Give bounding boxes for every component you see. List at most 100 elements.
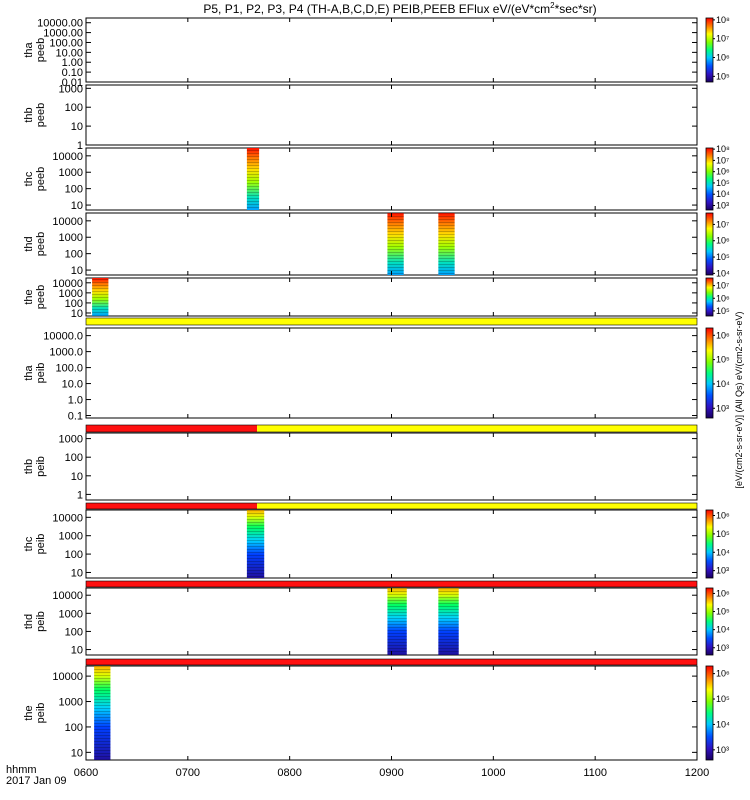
x-tick-label: 0900: [379, 767, 403, 779]
y-tick-label: 1000: [59, 232, 83, 244]
colorbar-tick-label: 10⁴: [716, 547, 730, 557]
spectrogram-block-texture: [246, 148, 260, 210]
colorbar-tick-label: 10⁴: [716, 625, 730, 635]
colorbar-tick-label: 10³: [716, 403, 729, 413]
y-tick-label: 100: [65, 249, 83, 261]
colorbar: [705, 147, 714, 211]
y-tick-label: 10000.0: [43, 331, 83, 343]
panel-frame: [85, 509, 698, 579]
colorbar-tick-label: 10⁷: [716, 219, 729, 229]
x-tick-label: 1200: [685, 767, 709, 779]
y-tick-label: 100: [65, 626, 83, 638]
y-tick-label: 10: [71, 265, 83, 277]
colorbar-tick-label: 10⁸: [716, 15, 730, 25]
quality-flag-bar: [86, 503, 258, 509]
x-tick-label: 0600: [74, 767, 98, 779]
colorbar-tick-label: 10⁵: [716, 694, 730, 704]
colorbar-tick-label: 10⁵: [716, 355, 730, 365]
y-tick-label: 10: [71, 645, 83, 657]
y-tick-label: 1000: [59, 531, 83, 543]
spectrogram-block-texture: [246, 510, 265, 578]
spectrogram-block-texture: [387, 588, 407, 655]
colorbar-tick-label: 10⁷: [716, 155, 729, 165]
colorbar-tick-label: 10³: [716, 566, 729, 576]
panel-the-peib: 10 100 1000 10000 the peib 10³ 10⁴ 10⁵ 10⁶: [23, 658, 730, 761]
y-tick-label: 1000: [59, 697, 83, 709]
y-tick-label: 100: [65, 452, 83, 464]
y-tick-label: 1: [77, 140, 83, 152]
colorbar-tick-label: 10³: [716, 643, 729, 653]
y-tick-label: 100: [65, 298, 83, 310]
quality-flag-frame: [85, 658, 698, 666]
y-tick-label: 10: [71, 121, 83, 133]
x-tick-label: 1000: [481, 767, 505, 779]
colorbar-tick-label: 10⁴: [716, 719, 730, 729]
y-tick-label: 1: [77, 489, 83, 501]
y-tick-label: 100.0: [55, 363, 83, 375]
y-tick-label: 10: [71, 747, 83, 759]
panel-frame: [85, 327, 698, 419]
quality-flag-bar: [86, 659, 697, 665]
y-tick-label: 10000: [52, 590, 83, 602]
colorbar: [705, 665, 714, 761]
y-tick-label: 100.00: [49, 37, 83, 49]
y-tick-label: 0.01: [62, 77, 83, 89]
x-tick-label: 0800: [277, 767, 301, 779]
colorbar: [705, 327, 714, 419]
panel-thb-peib: 1 10 100 1000 thb peib: [23, 424, 698, 501]
quality-flag-frame: [85, 502, 698, 510]
colorbar-tick-label: 10⁶: [716, 293, 730, 303]
panel-instrument-label: peib: [35, 456, 47, 477]
y-tick-label: 0.10: [62, 67, 83, 79]
colorbar: [705, 587, 714, 656]
panel-probe-label: thd: [23, 614, 35, 629]
panel-frame: [85, 432, 698, 501]
colorbar-tick-label: 10⁴: [716, 379, 730, 389]
y-tick-label: 10.0: [62, 379, 83, 391]
panel-instrument-label: peeb: [35, 285, 47, 309]
panel-probe-label: the: [23, 289, 35, 304]
panel-frame: [85, 277, 698, 317]
quality-flag-bar: [257, 503, 697, 509]
panel-instrument-label: peeb: [35, 232, 47, 256]
y-tick-label: 10: [71, 471, 83, 483]
colorbar-tick-label: 10⁵: [716, 252, 730, 262]
colorbar-tick-label: 10⁴: [716, 189, 730, 199]
spectrogram-block-texture: [92, 278, 109, 316]
colorbar-tick-label: 10⁶: [716, 236, 730, 246]
colorbar-tick-label: 10⁵: [716, 178, 730, 188]
panel-probe-label: tha: [23, 41, 35, 57]
colorbar-tick-label: 10⁶: [716, 53, 730, 63]
colorbar-tick-label: 10⁵: [716, 306, 730, 316]
date-label: 2017 Jan 09: [6, 775, 67, 787]
x-axis-label: hhmm: [6, 764, 37, 776]
y-tick-label: 100: [65, 549, 83, 561]
colorbar-tick-label: 10³: [716, 745, 729, 755]
panel-frame: [85, 84, 698, 146]
quality-flag-bar: [257, 425, 697, 432]
panel-instrument-label: peib: [35, 703, 47, 724]
y-tick-label: 1000: [59, 434, 83, 446]
panel-thb-peeb: 1 10 100 1000 thb peeb: [23, 83, 698, 152]
panel-tha-peib: 0.1 1.0 10.0 100.0 1000.0 10000.0 tha peib 10³ 10…: [23, 317, 730, 423]
quality-flag-bar: [86, 425, 258, 432]
y-tick-label: 10000: [52, 671, 83, 683]
y-tick-label: 10000: [52, 278, 83, 290]
colorbar-tick-label: 10⁶: [716, 588, 730, 598]
panel-instrument-label: peeb: [35, 38, 47, 62]
colorbar: [705, 509, 714, 579]
colorbar-tick-label: 10⁶: [716, 167, 730, 177]
colorbar-label: [eV/(cm2-s-sr-eV)] (All Qs) eV/(cm2-s-sr…: [734, 311, 744, 488]
y-tick-label: 1000: [59, 167, 83, 179]
y-tick-label: 100: [65, 102, 83, 114]
panel-probe-label: thb: [23, 107, 35, 122]
quality-flag-frame: [85, 580, 698, 588]
y-tick-label: 1.0: [68, 395, 83, 407]
colorbar-tick-label: 10⁶: [716, 330, 730, 340]
x-tick-label: 0700: [176, 767, 200, 779]
spectrogram-block-texture: [94, 666, 111, 760]
y-tick-label: 1000: [59, 608, 83, 620]
panel-thc-peib: 10 100 1000 10000 thc peib 10³ 10⁴ 10⁵ 10⁶: [23, 502, 730, 579]
